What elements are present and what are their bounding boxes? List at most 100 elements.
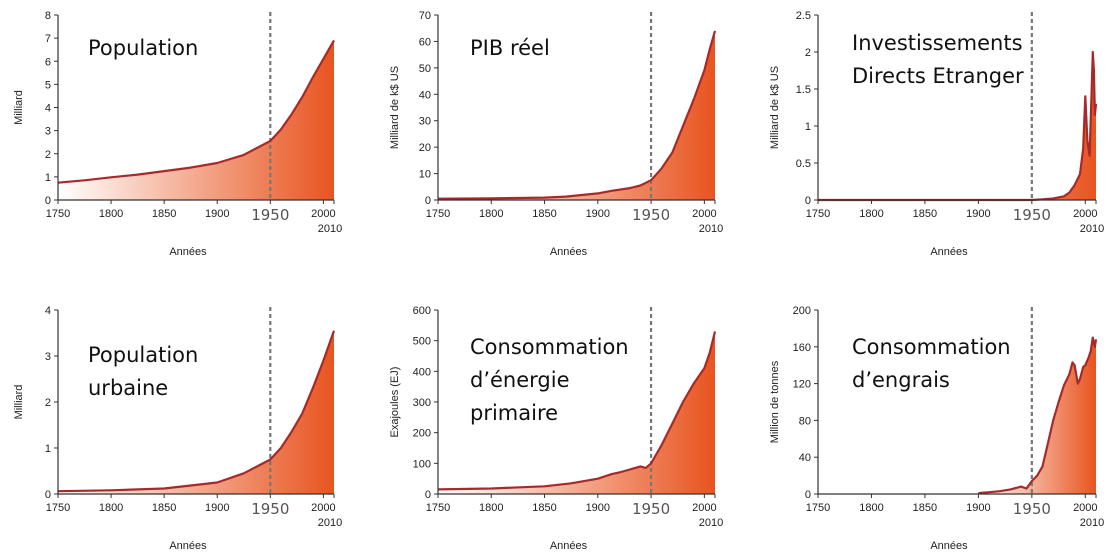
x-tick-label-end: 2010	[699, 517, 723, 529]
x-tick-label: 1900	[586, 502, 610, 514]
y-tick-label: 300	[413, 397, 431, 409]
x-tick-label-end: 2010	[699, 223, 723, 235]
y-tick-label: 3	[45, 351, 51, 363]
x-tick-label-end: 2010	[318, 223, 342, 235]
y-tick-label: 4	[45, 305, 51, 317]
data-area	[58, 330, 334, 494]
panel-title: d’énergie	[470, 368, 570, 392]
x-tick-label: 1750	[46, 502, 70, 514]
x-tick-label: 1950	[632, 206, 670, 224]
x-axis-label: Années	[169, 246, 207, 258]
data-area	[438, 331, 715, 494]
x-tick-label-end: 2010	[1080, 517, 1104, 529]
y-tick-label: 40	[799, 452, 811, 464]
x-tick-label: 1850	[532, 208, 556, 220]
y-tick-label: 200	[413, 428, 431, 440]
data-area	[438, 30, 715, 201]
x-axis-label: Années	[930, 246, 968, 258]
x-tick-label: 1900	[966, 208, 990, 220]
panel-title: Consommation	[852, 335, 1011, 359]
panel-title: urbaine	[88, 376, 168, 400]
x-tick-label: 1900	[586, 208, 610, 220]
x-tick-label: 1800	[479, 208, 503, 220]
x-tick-label: 1750	[806, 502, 830, 514]
x-tick-label: 1900	[205, 502, 229, 514]
data-area	[58, 40, 334, 201]
panel-title: d’engrais	[852, 368, 950, 392]
x-tick-label: 1950	[1013, 500, 1051, 518]
panel-title: PIB réel	[470, 36, 550, 60]
y-tick-label: 400	[413, 366, 431, 378]
y-tick-label: 120	[793, 379, 811, 391]
y-tick-label: 1	[805, 121, 811, 133]
y-tick-label: 0	[45, 195, 51, 207]
x-tick-label: 2000	[1073, 208, 1097, 220]
y-tick-label: 60	[419, 36, 431, 48]
y-tick-label: 7	[45, 33, 51, 45]
y-tick-label: 10	[419, 169, 431, 181]
panel-population-urbaine: 0 1 2 3 4 1750 1800 1850 1900 1950 2000 2010 Années M…	[13, 305, 342, 552]
y-tick-label: 50	[419, 63, 431, 75]
panel-pib-reel: 0 10 20 30 40 50 60 70 1750 1800 1850 1900 1950 2000 2…	[389, 10, 723, 258]
y-axis-label: Million de tonnes	[769, 360, 781, 443]
series-line	[437, 30, 717, 200]
y-tick-label: 1.5	[796, 84, 811, 96]
x-tick-label: 1800	[859, 502, 883, 514]
y-tick-label: 0	[805, 489, 811, 501]
panel-title: Investissements	[852, 31, 1023, 55]
y-tick-label: 3	[45, 126, 51, 138]
x-axis-label: Années	[550, 246, 588, 258]
y-tick-label: 0	[805, 195, 811, 207]
y-tick-label: 20	[419, 142, 431, 154]
x-tick-label: 1950	[251, 206, 289, 224]
x-tick-label: 1850	[152, 502, 176, 514]
y-tick-label: 160	[793, 342, 811, 354]
x-tick-label: 1750	[426, 502, 450, 514]
x-tick-label: 1850	[152, 208, 176, 220]
x-tick-label: 1800	[99, 208, 123, 220]
y-axis-label: Milliard	[13, 90, 25, 125]
y-tick-label: 8	[45, 10, 51, 22]
x-tick-label: 1800	[99, 502, 123, 514]
y-tick-label: 1	[45, 172, 51, 184]
y-tick-label: 2	[45, 149, 51, 161]
x-tick-label: 1900	[966, 502, 990, 514]
x-tick-label: 1850	[532, 502, 556, 514]
x-tick-label: 2000	[692, 208, 716, 220]
y-tick-label: 2	[805, 47, 811, 59]
y-tick-label: 40	[419, 89, 431, 101]
y-tick-label: 0	[425, 195, 431, 207]
x-tick-label: 2000	[311, 502, 335, 514]
x-tick-label: 1950	[251, 500, 289, 518]
y-axis-label: Milliard de k$ US	[769, 66, 781, 149]
y-tick-label: 5	[45, 79, 51, 91]
series-line	[978, 336, 1098, 495]
x-tick-label-end: 2010	[318, 517, 342, 529]
panel-engrais: 0 40 80 120 160 200 1750 1800 1850 1900 1950 2000 20…	[769, 305, 1104, 552]
x-axis-label: Années	[169, 540, 207, 552]
x-tick-label-end: 2010	[1080, 223, 1104, 235]
x-tick-label: 1750	[426, 208, 450, 220]
y-tick-label: 100	[413, 458, 431, 470]
y-tick-label: 0	[45, 489, 51, 501]
y-tick-label: 1	[45, 443, 51, 455]
y-tick-label: 80	[799, 415, 811, 427]
data-area	[978, 337, 1096, 494]
x-axis-label: Années	[930, 540, 968, 552]
y-tick-label: 6	[45, 56, 51, 68]
panel-title: Population	[88, 36, 198, 60]
panel-title: Population	[88, 343, 198, 367]
y-axis-label: Milliard	[13, 385, 25, 420]
y-tick-label: 0	[425, 489, 431, 501]
x-tick-label: 1900	[205, 208, 229, 220]
series-line	[818, 50, 1098, 202]
y-tick-label: 600	[413, 305, 431, 317]
y-tick-label: 2.5	[796, 10, 811, 22]
series-line	[437, 331, 717, 491]
x-tick-label: 2000	[311, 208, 335, 220]
x-tick-label: 1800	[479, 502, 503, 514]
x-tick-label: 1850	[913, 502, 937, 514]
panel-title: primaire	[470, 401, 558, 425]
y-axis-label: Milliard de k$ US	[389, 66, 401, 149]
